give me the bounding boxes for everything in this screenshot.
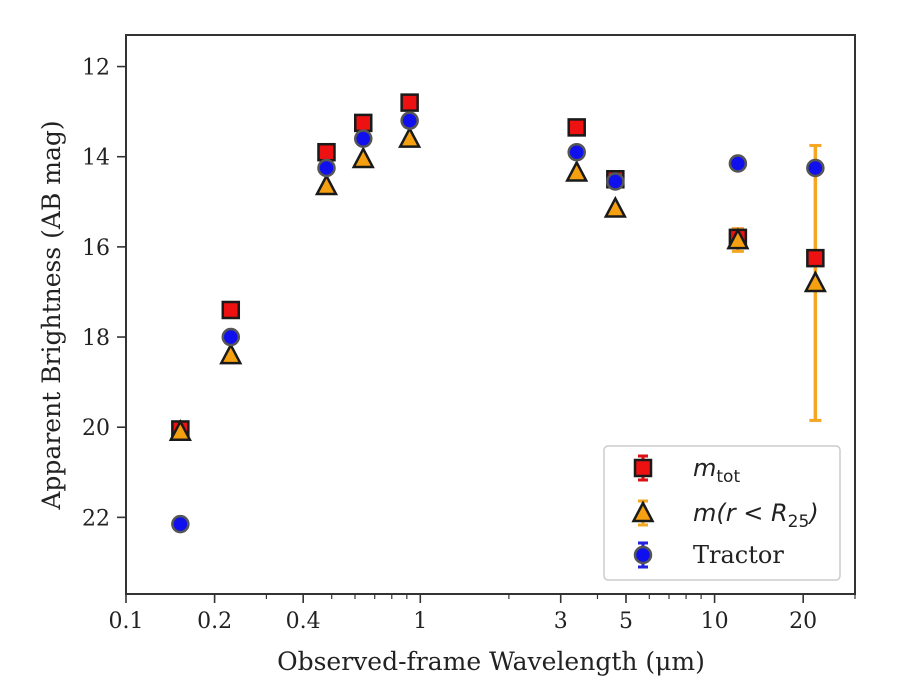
triangle-marker-s1 bbox=[398, 126, 422, 148]
y-tick-label: 16 bbox=[82, 236, 110, 261]
triangle-marker-s1 bbox=[351, 146, 375, 169]
y-axis-label: Apparent Brightness (AB mag) bbox=[37, 120, 66, 510]
circle-marker-s2 bbox=[806, 158, 825, 178]
x-tick-label: 0.4 bbox=[286, 609, 321, 634]
x-tick-label: 10 bbox=[701, 609, 729, 634]
x-tick-label: 0.2 bbox=[197, 609, 232, 634]
triangle-marker-s1 bbox=[565, 159, 589, 182]
y-tick-label: 22 bbox=[82, 506, 110, 531]
legend-entry-label: m(r < R25) bbox=[693, 499, 819, 532]
y-tick-label: 12 bbox=[82, 56, 110, 81]
triangle-marker-s1 bbox=[726, 227, 750, 250]
y-tick-label: 18 bbox=[82, 326, 110, 351]
x-tick-label: 3 bbox=[554, 609, 568, 634]
axes: 0.1 0.2 0.4 1 3 5 10 20 12 14 16 18 20 22 bbox=[82, 34, 856, 634]
triangle-marker-s1 bbox=[314, 173, 339, 196]
circle-marker-s2 bbox=[728, 154, 748, 173]
square-marker-s0 bbox=[400, 93, 419, 112]
plot-frame bbox=[125, 34, 856, 595]
square-marker-s0 bbox=[354, 113, 373, 133]
plot-area bbox=[168, 93, 827, 534]
circle-marker-s2 bbox=[400, 111, 419, 130]
legend-entry-label: Tractor bbox=[693, 541, 784, 569]
x-tick-label: 1 bbox=[413, 609, 427, 634]
x-tick-label: 20 bbox=[789, 609, 817, 634]
legend: mtot m(r < R25) Tractor bbox=[603, 445, 841, 581]
circle-marker-s2 bbox=[567, 142, 586, 162]
square-marker-s0 bbox=[567, 118, 586, 137]
circle-marker-s2 bbox=[317, 158, 336, 178]
circle-marker-s2 bbox=[354, 129, 373, 148]
circle-marker-s2 bbox=[606, 172, 625, 191]
legend-circle-marker bbox=[633, 545, 653, 565]
square-marker-s0 bbox=[221, 300, 241, 320]
y-tick-label: 20 bbox=[82, 416, 110, 441]
triangle-marker-s1 bbox=[603, 195, 627, 218]
legend-entry-label: mtot bbox=[693, 454, 740, 487]
x-tick-label: 5 bbox=[619, 609, 633, 634]
circle-marker-s2 bbox=[171, 514, 190, 534]
x-tick-label: 0.1 bbox=[109, 609, 144, 634]
triangle-marker-s1 bbox=[803, 270, 827, 293]
legend-triangle-marker bbox=[631, 500, 655, 523]
y-tick-label: 14 bbox=[82, 146, 110, 171]
legend-box bbox=[603, 445, 841, 581]
triangle-marker-s1 bbox=[168, 419, 192, 441]
square-marker-s0 bbox=[317, 142, 336, 162]
legend-square-marker bbox=[633, 458, 653, 478]
triangle-marker-s1 bbox=[219, 342, 243, 365]
square-marker-s0 bbox=[806, 248, 825, 268]
x-axis-label: Observed-frame Wavelength (μm) bbox=[277, 647, 705, 676]
circle-marker-s2 bbox=[221, 327, 241, 347]
